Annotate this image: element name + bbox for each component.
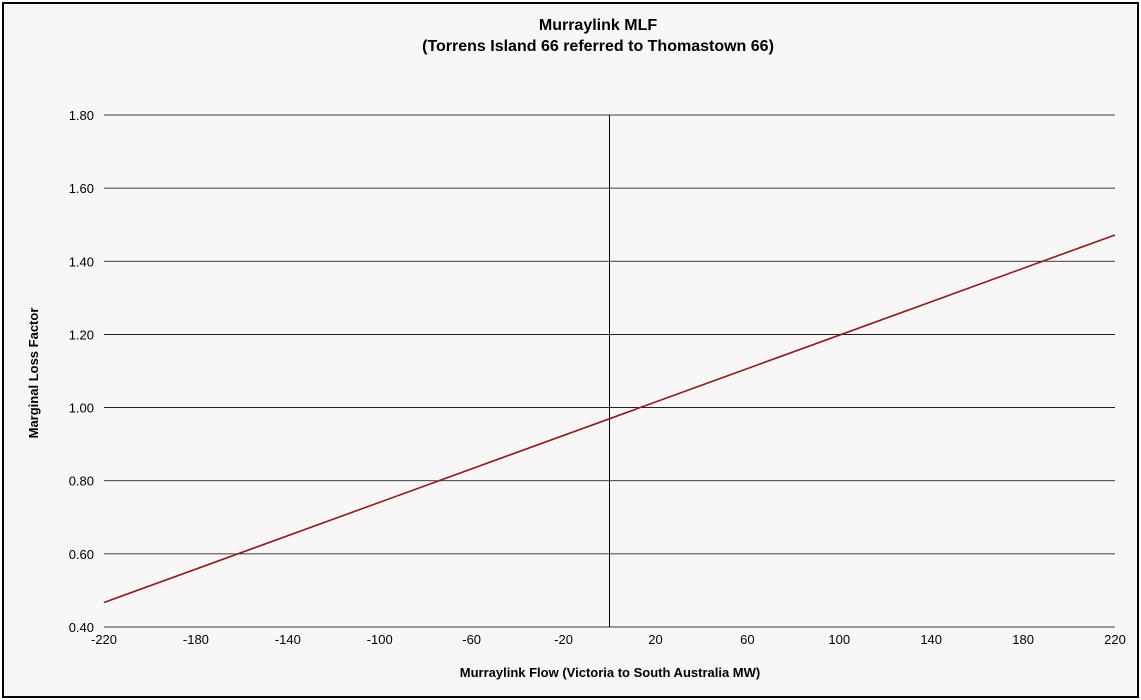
y-tick-label: 1.40	[69, 254, 94, 269]
x-tick-label: -60	[462, 632, 481, 647]
chart-svg: Murraylink MLF (Torrens Island 66 referr…	[26, 17, 1126, 680]
x-tick-label: -140	[275, 632, 301, 647]
x-tick-label: 60	[740, 632, 754, 647]
x-tick-label: -220	[91, 632, 117, 647]
x-tick-label: 180	[1012, 632, 1034, 647]
x-tick-label: -20	[554, 632, 573, 647]
x-tick-label: 220	[1104, 632, 1126, 647]
y-tick-labels: 0.40 0.60 0.80 1.00 1.20 1.40 1.60 1.80	[69, 108, 94, 635]
y-tick-label: 1.80	[69, 108, 94, 123]
y-tick-label: 1.00	[69, 401, 94, 416]
chart-subtitle: (Torrens Island 66 referred to Thomastow…	[422, 38, 774, 55]
y-axis-title: Marginal Loss Factor	[26, 308, 41, 439]
y-tick-label: 0.80	[69, 474, 94, 489]
x-tick-label: 140	[920, 632, 942, 647]
series-line	[103, 234, 1116, 604]
x-tick-label: 100	[828, 632, 850, 647]
series-layer	[103, 234, 1116, 604]
y-tick-label: 1.60	[69, 181, 94, 196]
chart-title: Murraylink MLF	[539, 17, 657, 34]
y-tick-label: 1.20	[69, 327, 94, 342]
x-tick-label: -100	[367, 632, 393, 647]
y-tick-label: 0.60	[69, 547, 94, 562]
x-tick-label: 20	[648, 632, 662, 647]
x-axis-title: Murraylink Flow (Victoria to South Austr…	[460, 665, 760, 680]
y-tick-label: 0.40	[69, 620, 94, 635]
x-tick-labels: -220 -180 -140 -100 -60 -20 20 60 100 140 180 220	[91, 632, 1126, 647]
x-tick-label: -180	[183, 632, 209, 647]
